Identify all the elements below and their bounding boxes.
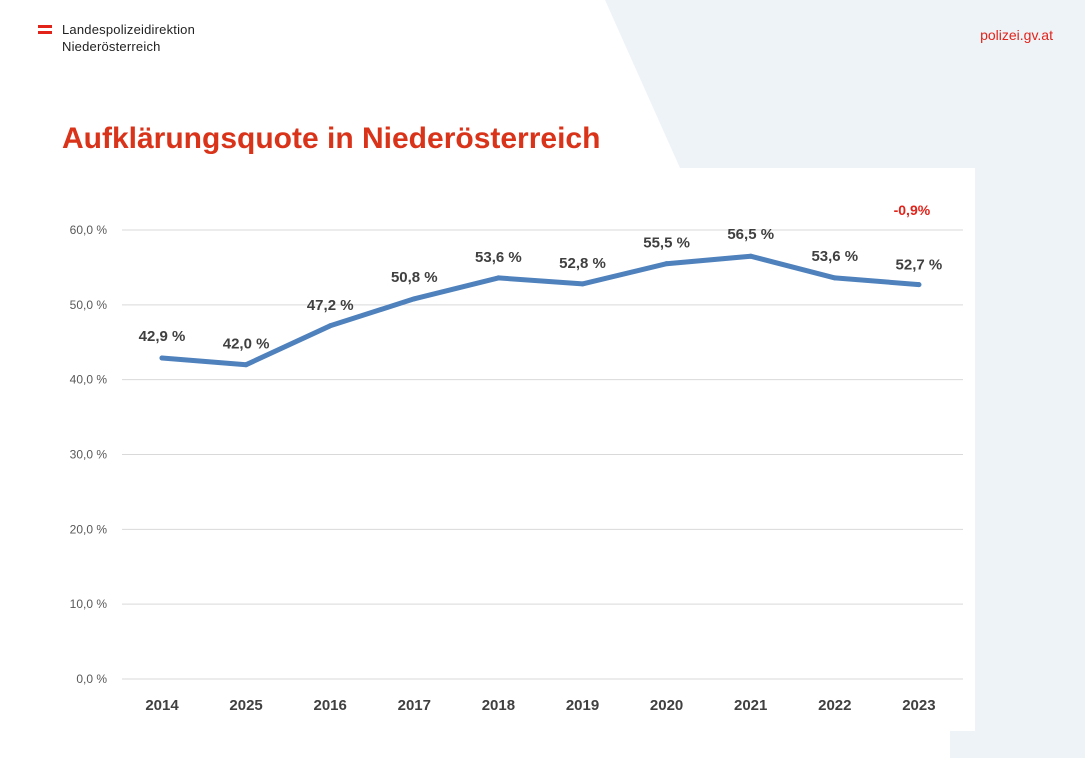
data-point <box>580 281 585 287</box>
x-tick-label: 2019 <box>566 697 599 714</box>
data-label: 42,0 % <box>223 336 270 353</box>
x-tick-label: 2018 <box>482 697 515 714</box>
x-tick-label: 2014 <box>145 697 179 714</box>
page-title: Aufklärungsquote in Niederösterreich <box>62 122 601 155</box>
data-label: 52,8 % <box>559 255 606 272</box>
x-tick-label: 2017 <box>398 697 431 714</box>
data-label: 50,8 % <box>391 269 438 286</box>
y-tick-label: 0,0 % <box>76 672 107 686</box>
x-tick-label: 2016 <box>314 697 347 714</box>
data-point <box>748 253 754 259</box>
data-label: 52,7 % <box>896 257 943 274</box>
austria-flag-icon <box>38 25 52 28</box>
data-point <box>411 296 417 302</box>
austria-flag-icon-stripe <box>38 31 52 34</box>
data-label: 53,6 % <box>811 248 858 265</box>
y-tick-label: 10,0 % <box>70 597 108 611</box>
data-point <box>243 362 249 368</box>
data-label: 47,2 % <box>307 297 354 314</box>
x-tick-label: 2020 <box>650 697 683 714</box>
data-point <box>664 261 670 267</box>
x-tick-label: 2022 <box>818 697 851 714</box>
x-tick-label: 2025 <box>229 697 262 714</box>
line-chart: 0,0 % 10,0 % 20,0 % 30,0 % 40,0 % 50,0 % 60,0 … <box>70 202 963 714</box>
y-tick-label: 60,0 % <box>70 223 108 237</box>
data-label: 56,5 % <box>727 226 774 243</box>
chart-panel: 0,0 % 10,0 % 20,0 % 30,0 % 40,0 % 50,0 % 60,0 … <box>63 168 975 731</box>
x-tick-label: 2023 <box>902 697 935 714</box>
data-point <box>495 275 501 281</box>
data-point <box>832 275 838 281</box>
org-name-line2: Niederösterreich <box>62 39 161 54</box>
data-label: 55,5 % <box>643 235 690 252</box>
data-label: 53,6 % <box>475 249 522 266</box>
y-tick-label: 30,0 % <box>70 448 108 462</box>
data-point <box>327 323 333 329</box>
y-tick-label: 50,0 % <box>70 298 108 312</box>
background-shape-top-right <box>605 0 1085 758</box>
y-tick-label: 20,0 % <box>70 522 108 536</box>
data-point <box>916 282 922 288</box>
data-label: 42,9 % <box>139 328 186 345</box>
change-annotation: -0,9% <box>894 202 931 218</box>
org-name-line1: Landespolizeidirektion <box>62 22 196 37</box>
data-point <box>159 355 165 361</box>
series-line <box>159 253 922 368</box>
x-tick-label: 2021 <box>734 697 767 714</box>
website-link[interactable]: polizei.gv.at <box>980 27 1053 43</box>
y-tick-label: 40,0 % <box>70 373 108 387</box>
